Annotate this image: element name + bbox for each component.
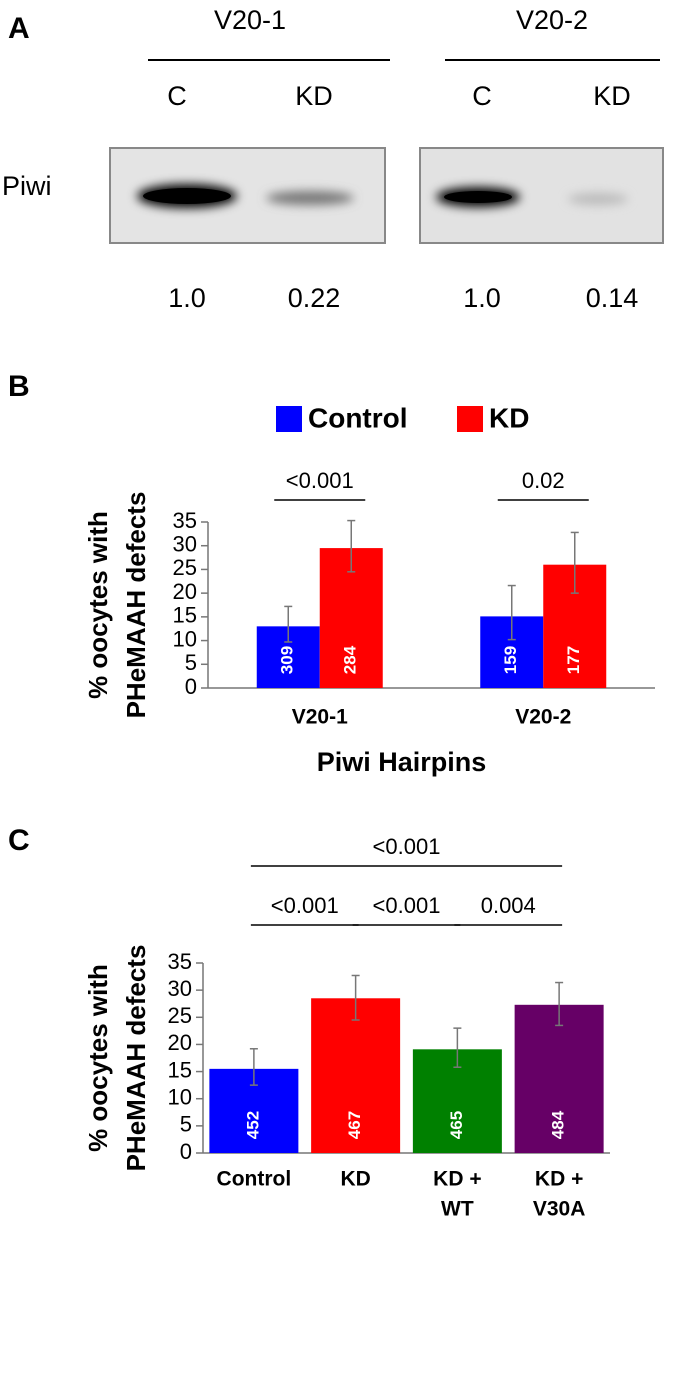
count-label: 284	[341, 645, 360, 674]
count-label: 309	[278, 646, 297, 674]
level-label: 0.14	[586, 283, 639, 313]
band	[568, 193, 628, 205]
lane-label: KD	[295, 81, 333, 111]
y-tick-label: 25	[173, 555, 197, 580]
p-value-label: <0.001	[373, 834, 441, 859]
x-tick-label: Control	[217, 1168, 292, 1191]
y-tick-label: 0	[185, 674, 197, 699]
panel-label: C	[8, 824, 30, 857]
y-tick-label: 5	[180, 1112, 192, 1137]
band	[143, 188, 231, 204]
y-axis-label: % oocytes with	[83, 511, 113, 699]
y-tick-label: 35	[173, 508, 197, 533]
x-tick-label: V20-2	[515, 706, 571, 729]
y-tick-label: 15	[168, 1057, 192, 1082]
y-axis-label: PHeMAAH defects	[121, 945, 151, 1172]
p-value-label: 0.004	[481, 893, 536, 918]
y-tick-label: 30	[173, 532, 197, 557]
legend-label: Control	[308, 402, 408, 433]
level-label: 0.22	[288, 283, 341, 313]
bar	[514, 1004, 604, 1153]
y-tick-label: 30	[168, 976, 192, 1001]
level-label: 1.0	[463, 283, 501, 313]
y-tick-label: 10	[173, 626, 197, 651]
legend-swatch	[457, 406, 483, 432]
lane-label: C	[167, 81, 187, 111]
group-label: V20-2	[516, 5, 588, 35]
row-label: Piwi	[2, 171, 52, 201]
band	[266, 191, 354, 205]
legend-swatch	[276, 406, 302, 432]
x-axis-label: Piwi Hairpins	[317, 747, 487, 777]
y-tick-label: 35	[168, 949, 192, 974]
panel-label: B	[8, 370, 30, 403]
panel-label: A	[8, 12, 30, 45]
lane-label: KD	[593, 81, 631, 111]
x-tick-label: KD +	[535, 1168, 583, 1191]
count-label: 467	[345, 1111, 364, 1139]
bar	[311, 998, 401, 1153]
count-label: 465	[447, 1111, 466, 1139]
p-value-label: <0.001	[271, 893, 339, 918]
x-tick-label: V20-1	[292, 706, 348, 729]
legend-label: KD	[489, 402, 529, 433]
count-label: 484	[549, 1110, 568, 1139]
level-label: 1.0	[168, 283, 206, 313]
count-label: 177	[564, 646, 583, 674]
x-tick-label: KD	[340, 1168, 370, 1191]
y-tick-label: 15	[173, 603, 197, 628]
y-tick-label: 0	[180, 1139, 192, 1164]
y-axis-label: % oocytes with	[83, 964, 113, 1152]
y-tick-label: 10	[168, 1085, 192, 1110]
lane-label: C	[472, 81, 492, 111]
y-axis-label: PHeMAAH defects	[121, 492, 151, 719]
count-label: 159	[501, 646, 520, 674]
band	[444, 191, 512, 203]
y-tick-label: 20	[168, 1030, 192, 1055]
p-value-label: 0.02	[522, 468, 565, 493]
x-tick-label: KD +	[433, 1168, 481, 1191]
count-label: 452	[243, 1111, 262, 1139]
y-tick-label: 5	[185, 650, 197, 675]
group-label: V20-1	[214, 5, 286, 35]
x-tick-label: WT	[441, 1198, 474, 1221]
y-tick-label: 25	[168, 1003, 192, 1028]
y-tick-label: 20	[173, 579, 197, 604]
p-value-label: <0.001	[373, 893, 441, 918]
x-tick-label: V30A	[533, 1198, 586, 1221]
p-value-label: <0.001	[286, 468, 354, 493]
